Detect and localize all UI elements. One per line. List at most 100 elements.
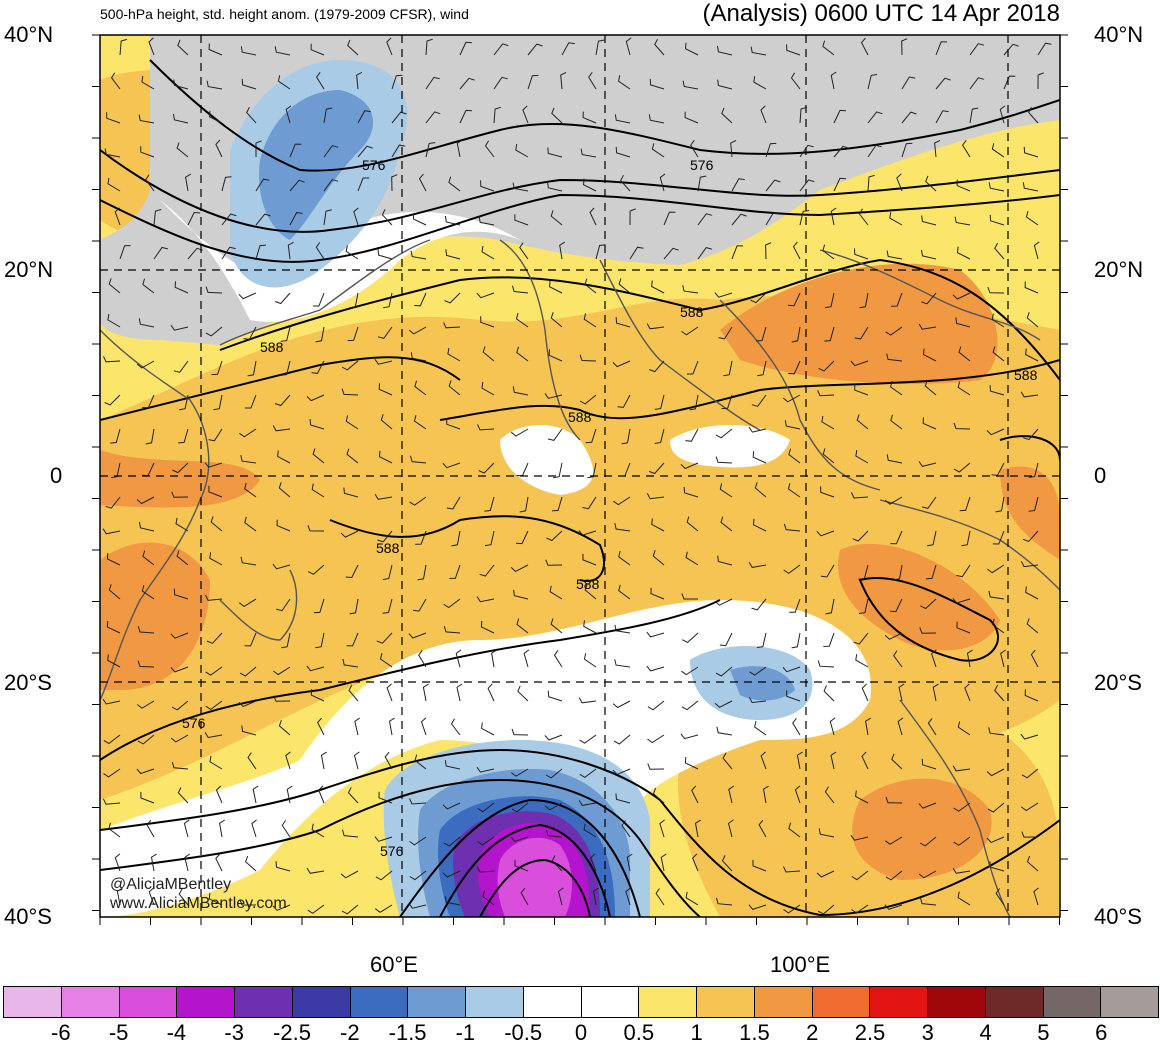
wind-barb [583, 823, 597, 838]
wind-barb [625, 887, 631, 906]
wind-barb [409, 798, 427, 805]
wind-barb [648, 462, 665, 475]
wind-barb [595, 244, 606, 260]
wind-barb [274, 394, 291, 407]
colorbar-swatch [1101, 987, 1158, 1017]
wind-barb [612, 768, 631, 775]
wind-barb [374, 493, 393, 500]
wind-barb [547, 181, 563, 192]
wind-barb [273, 666, 291, 676]
wind-barb [788, 360, 801, 375]
wind-barb [927, 718, 937, 736]
wind-barb [918, 802, 937, 809]
wind-barb [854, 326, 869, 340]
wind-barb [511, 802, 529, 813]
wind-barb [715, 428, 733, 439]
wind-barb [689, 394, 699, 411]
wind-barb [177, 787, 189, 804]
wind-barb [890, 380, 903, 396]
wind-barb [659, 173, 666, 192]
wind-barb [137, 734, 155, 745]
wind-barb [136, 700, 155, 709]
wind-barb [821, 415, 835, 430]
wind-barb [646, 493, 665, 500]
wind-barb [213, 394, 223, 411]
wind-barb [276, 519, 291, 532]
wind-barb [1020, 391, 1039, 398]
wind-barb [104, 394, 121, 406]
wind-barb [994, 242, 1005, 260]
colorbar-label: 2 [806, 1020, 819, 1045]
colorbar-swatch [177, 987, 235, 1017]
wind-barb [833, 177, 847, 192]
wind-barb [103, 768, 121, 778]
wind-barb [654, 428, 665, 444]
wind-barb [820, 564, 835, 578]
wind-barb [119, 38, 128, 56]
wind-barb [478, 462, 495, 474]
wind-barb [818, 828, 835, 838]
lat-label-right: 40°S [1094, 904, 1142, 929]
wind-barb [106, 552, 121, 566]
wind-barb [137, 660, 155, 668]
wind-barb [595, 39, 605, 56]
wind-barb [374, 836, 393, 842]
wind-barb [382, 598, 393, 614]
wind-barb [140, 792, 155, 804]
colorbar-swatch [523, 987, 582, 1017]
wind-barb [480, 316, 495, 328]
wind-barb [545, 768, 563, 779]
wind-barb [825, 598, 835, 615]
credit-handle: @AliciaMBentley [110, 876, 232, 893]
wind-barb [377, 530, 393, 543]
wind-barb [855, 450, 869, 464]
wind-barb [148, 37, 155, 56]
anomaly-positive-2-east [1000, 466, 1060, 560]
colorbar-label: 2.5 [854, 1020, 886, 1045]
wind-barb [961, 140, 971, 158]
wind-barb [885, 870, 903, 881]
wind-barb [446, 418, 461, 430]
wind-barb [444, 760, 461, 770]
wind-barb [783, 523, 801, 532]
wind-barb [618, 278, 631, 294]
wind-barb [515, 144, 529, 158]
wind-barb [341, 360, 359, 371]
credit-url: www.AliciaMBentley.com [110, 895, 287, 912]
wind-barb [578, 800, 597, 806]
wind-barb [278, 720, 291, 736]
wind-barb [476, 866, 495, 873]
wind-barb [1000, 649, 1006, 668]
wind-barb [450, 718, 461, 736]
wind-barb [898, 683, 905, 702]
wind-barb [717, 79, 733, 90]
wind-barb [139, 521, 155, 532]
contour-label-576-south: 576 [380, 843, 404, 859]
wind-barb [391, 174, 398, 192]
wind-barb [487, 683, 495, 702]
wind-barb [796, 751, 803, 770]
wind-barb [272, 563, 291, 570]
wind-barb [850, 835, 869, 841]
wind-barb [717, 555, 733, 566]
wind-barb [680, 462, 699, 470]
wind-barb [519, 496, 529, 513]
wind-barb [651, 518, 665, 532]
wind-barb [681, 666, 699, 676]
wind-barb [377, 326, 393, 339]
wind-barb [376, 632, 393, 644]
wind-barb [817, 660, 835, 668]
wind-barb [244, 632, 257, 647]
colorbar-label: -6 [51, 1020, 71, 1045]
wind-barb [480, 180, 495, 192]
wind-barb [612, 360, 631, 368]
wind-barb [969, 43, 985, 56]
wind-barb [924, 380, 937, 396]
wind-barb [243, 326, 257, 340]
colorbar-swatch [1043, 987, 1102, 1017]
title-left: 500-hPa height, std. height anom. (1979-… [100, 6, 469, 22]
wind-barb [893, 564, 903, 581]
wind-barb [891, 753, 903, 770]
wind-barb [901, 38, 908, 56]
wind-barb [992, 530, 1005, 545]
